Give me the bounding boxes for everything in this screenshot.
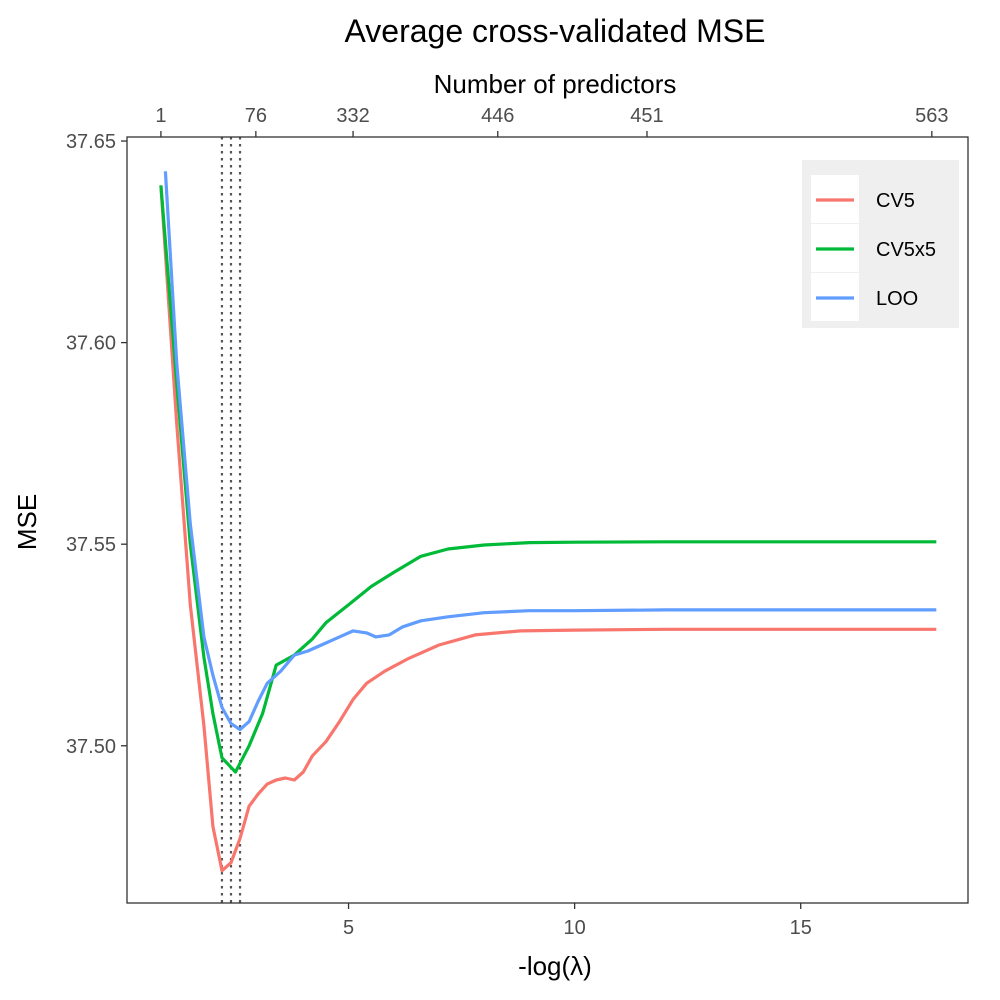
x-tick-label: 10 — [564, 917, 586, 939]
y-axis-title: MSE — [12, 494, 42, 550]
top-tick-label: 76 — [245, 105, 267, 127]
top-tick-label: 451 — [630, 105, 663, 127]
plot-panel-border — [126, 136, 969, 904]
legend-label-loo: LOO — [876, 288, 918, 310]
chart-title: Average cross-validated MSE — [345, 13, 766, 49]
plot-area: 37.50 37.55 37.60 37.65 5 10 15 1 76 332 446 451 563 — [66, 105, 969, 939]
series-line-cv5 — [159, 185, 937, 873]
y-tick-label: 37.60 — [66, 333, 116, 355]
x-tick-label: 5 — [343, 917, 354, 939]
legend: CV5 CV5x5 LOO — [802, 160, 959, 328]
top-tick-label: 446 — [481, 105, 514, 127]
y-tick-label: 37.55 — [66, 534, 116, 556]
x-tick-label: 15 — [790, 917, 812, 939]
x-axis-title: -log(λ) — [518, 951, 592, 981]
top-tick-label: 332 — [336, 105, 369, 127]
top-tick-label: 563 — [915, 105, 948, 127]
y-tick-label: 37.65 — [66, 131, 116, 153]
legend-label-cv5x5: CV5x5 — [876, 239, 936, 261]
series-line-cv5x5 — [159, 185, 937, 774]
top-axis-title: Number of predictors — [434, 69, 677, 99]
series-line-loo — [163, 171, 937, 732]
legend-label-cv5: CV5 — [876, 190, 915, 212]
top-tick-label: 1 — [155, 105, 166, 127]
y-tick-label: 37.50 — [66, 736, 116, 758]
